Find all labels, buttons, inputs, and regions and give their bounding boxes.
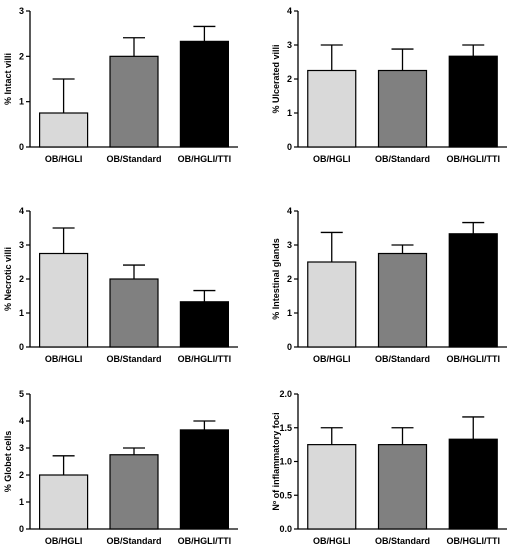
y-tick-label: 0 [287, 342, 292, 352]
y-tick-label: 0.0 [279, 524, 292, 534]
y-tick-label: 0.5 [279, 490, 292, 500]
y-tick-label: 2 [287, 74, 292, 84]
y-tick-label: 1 [19, 497, 24, 507]
y-tick-label: 1.0 [279, 457, 292, 467]
y-tick-label: 4 [19, 416, 24, 426]
x-category-label: OB/HGLI/TTI [447, 536, 501, 546]
y-tick-label: 1 [19, 308, 24, 318]
y-tick-label: 3 [19, 6, 24, 16]
bar-ob-hgli-tti [448, 438, 498, 530]
y-axis-title: % Globet cells [3, 431, 13, 493]
bar-ob-hgli-tti [179, 301, 229, 348]
x-category-label: OB/HGLI [45, 536, 83, 546]
y-axis-title: % Ulcerated villi [271, 44, 281, 113]
bar-ob-hgli-tti [448, 55, 498, 148]
x-category-label: OB/Standard [106, 154, 161, 164]
chart-panel-5: 0 1 2 3 4 5 % Globet cells OB/HGLI OB/Standard OB… [3, 389, 238, 546]
x-category-label: OB/HGLI/TTI [178, 154, 232, 164]
y-tick-label: 2 [19, 51, 24, 61]
bar-ob-hgli [307, 261, 357, 348]
x-category-label: OB/HGLI [313, 354, 351, 364]
y-axis-title: Nº of inflammatory foci [271, 412, 281, 510]
bar-ob-hgli-tti [448, 233, 498, 348]
chart-panel-2: 0 1 2 3 4 % Ulcerated villi OB/HGLI OB/Standard… [271, 6, 507, 164]
y-tick-label: 4 [287, 206, 292, 216]
y-tick-label: 5 [19, 389, 24, 399]
bar-ob-hgli [307, 444, 357, 530]
y-axis-title: % Necrotic villi [3, 247, 13, 311]
x-category-label: OB/HGLI [313, 536, 351, 546]
bar-ob-standard [377, 444, 428, 530]
bar-ob-standard [109, 454, 159, 530]
y-axis-title: % Intact villi [3, 53, 13, 105]
chart-panel-1: 0 1 2 3 % Intact villi OB/HGLI OB/Standard OB/H… [3, 6, 238, 164]
bar-ob-hgli [38, 474, 89, 530]
x-category-label: OB/HGLI [45, 154, 83, 164]
x-category-label: OB/HGLI/TTI [178, 536, 232, 546]
chart-panel-6: 0.0 0.5 1.0 1.5 2.0 Nº of inflammatory foci OB… [271, 389, 507, 546]
y-axis-title: % Intestinal glands [271, 238, 281, 320]
bar-ob-standard [109, 278, 159, 348]
bar-ob-hgli [38, 252, 89, 348]
bar-ob-hgli-tti [179, 429, 229, 530]
x-category-label: OB/HGLI/TTI [447, 154, 501, 164]
y-tick-label: 0 [287, 142, 292, 152]
x-category-label: OB/Standard [375, 536, 430, 546]
y-tick-label: 1 [287, 308, 292, 318]
y-tick-label: 3 [19, 240, 24, 250]
bar-ob-standard [377, 69, 428, 148]
y-tick-label: 1.5 [279, 423, 292, 433]
y-tick-label: 3 [287, 40, 292, 50]
y-tick-label: 2 [19, 470, 24, 480]
y-tick-label: 1 [287, 108, 292, 118]
x-category-label: OB/Standard [106, 536, 161, 546]
bar-ob-hgli [38, 112, 89, 148]
bar-ob-standard [377, 252, 428, 348]
x-category-label: OB/Standard [106, 354, 161, 364]
y-tick-label: 4 [287, 6, 292, 16]
y-tick-label: 2.0 [279, 389, 292, 399]
y-tick-label: 3 [287, 240, 292, 250]
y-tick-label: 0 [19, 342, 24, 352]
x-category-label: OB/HGLI/TTI [447, 354, 501, 364]
y-tick-label: 2 [287, 274, 292, 284]
x-category-label: OB/HGLI [45, 354, 83, 364]
y-tick-label: 3 [19, 443, 24, 453]
x-category-label: OB/Standard [375, 354, 430, 364]
bar-ob-standard [109, 55, 159, 148]
chart-panel-3: 0 1 2 3 4 % Necrotic villi OB/HGLI OB/Standard O… [3, 206, 238, 364]
y-tick-label: 0 [19, 524, 24, 534]
x-category-label: OB/HGLI [313, 154, 351, 164]
x-category-label: OB/HGLI/TTI [178, 354, 232, 364]
bar-ob-hgli [307, 69, 357, 148]
y-tick-label: 0 [19, 142, 24, 152]
chart-panel-4: 0 1 2 3 4 % Intestinal glands OB/HGLI OB/Standa… [271, 206, 507, 364]
y-tick-label: 1 [19, 97, 24, 107]
x-category-label: OB/Standard [375, 154, 430, 164]
y-tick-label: 4 [19, 206, 24, 216]
y-tick-label: 2 [19, 274, 24, 284]
bar-ob-hgli-tti [179, 40, 229, 148]
